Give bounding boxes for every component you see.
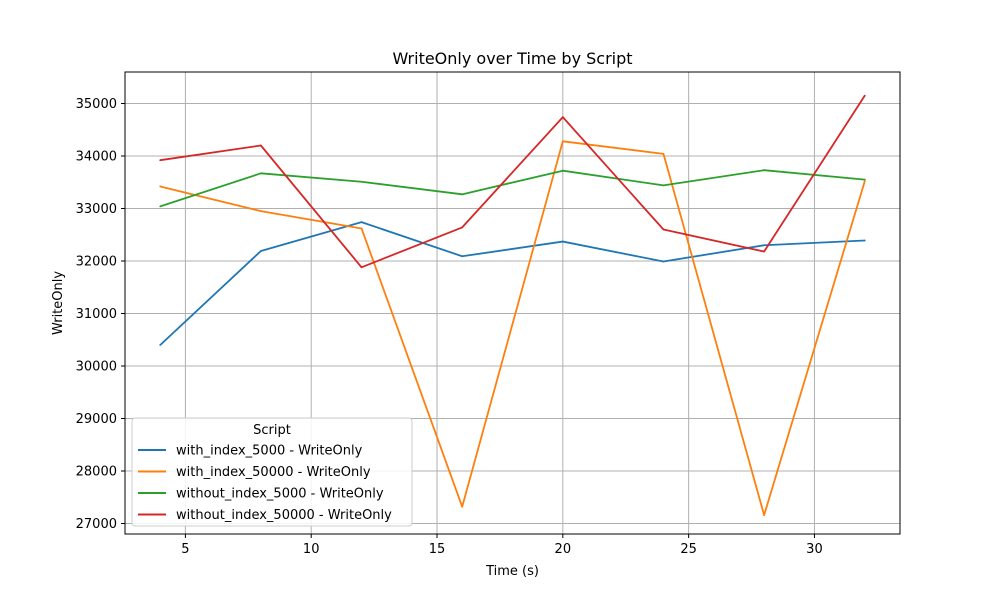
x-tick-label: 10 [303, 542, 320, 557]
y-tick-label: 32000 [76, 255, 117, 270]
data-point [662, 184, 665, 187]
chart-title: WriteOnly over Time by Script [392, 49, 632, 68]
series-line [159, 169, 865, 208]
data-point [461, 255, 464, 258]
legend-box [131, 417, 413, 527]
y-tick-label: 33000 [76, 202, 117, 217]
data-point [461, 505, 464, 508]
data-point [561, 140, 564, 143]
data-point [159, 205, 162, 208]
x-tick-label: 25 [680, 542, 697, 557]
y-tick-label: 29000 [76, 412, 117, 427]
legend-title: Script [253, 423, 291, 438]
series-group [159, 169, 866, 208]
data-point [561, 240, 564, 243]
x-tick-label: 20 [555, 542, 572, 557]
data-point [763, 244, 766, 247]
y-tick-label: 34000 [76, 150, 117, 165]
data-point [461, 193, 464, 196]
data-point [561, 169, 564, 172]
data-point [863, 178, 866, 181]
x-axis-label: Time (s) [485, 564, 539, 579]
plot-frame [124, 71, 901, 535]
data-point [863, 94, 866, 97]
series-line [160, 95, 866, 269]
data-point [662, 228, 665, 231]
legend-label: without_index_50000 - WriteOnly [176, 508, 392, 523]
y-axis-ticks: 27000 28000 29000 30000 31000 32000 33000 34000… [76, 97, 125, 532]
data-point [863, 239, 866, 242]
series-group [159, 94, 866, 269]
data-point [662, 260, 665, 263]
data-point [159, 185, 162, 188]
data-point [159, 159, 162, 162]
data-point [360, 266, 363, 269]
x-tick-label: 30 [806, 542, 823, 557]
y-tick-label: 28000 [76, 465, 117, 480]
y-tick-label: 27000 [76, 517, 117, 532]
y-tick-label: 31000 [76, 307, 117, 322]
legend: Script with_index_5000 - WriteOnly with_i… [131, 417, 413, 527]
x-axis-ticks: 5 10 15 20 25 30 [181, 534, 823, 557]
data-point [360, 180, 363, 183]
data-point [259, 250, 262, 252]
series-layer [159, 94, 866, 516]
y-tick-label: 35000 [76, 97, 117, 112]
data-point [259, 144, 262, 147]
data-point [259, 172, 262, 175]
data-point [863, 180, 866, 183]
data-point [662, 153, 665, 155]
x-tick-label: 5 [181, 542, 189, 557]
legend-label: with_index_5000 - WriteOnly [176, 444, 363, 459]
legend-label: with_index_50000 - WriteOnly [176, 465, 371, 480]
data-point [561, 116, 564, 119]
series-line [160, 140, 866, 516]
data-point [461, 226, 464, 229]
series-group [159, 140, 866, 516]
data-point [360, 221, 363, 224]
grid [125, 72, 900, 534]
data-point [763, 514, 766, 516]
y-axis-label: WriteOnly [51, 271, 66, 335]
data-point [763, 169, 766, 172]
data-point [259, 210, 262, 213]
data-point [763, 250, 766, 253]
y-tick-label: 30000 [76, 360, 117, 375]
legend-label: without_index_5000 - WriteOnly [176, 487, 384, 502]
x-tick-label: 15 [429, 542, 446, 557]
data-point [360, 227, 363, 230]
data-point [159, 344, 162, 346]
